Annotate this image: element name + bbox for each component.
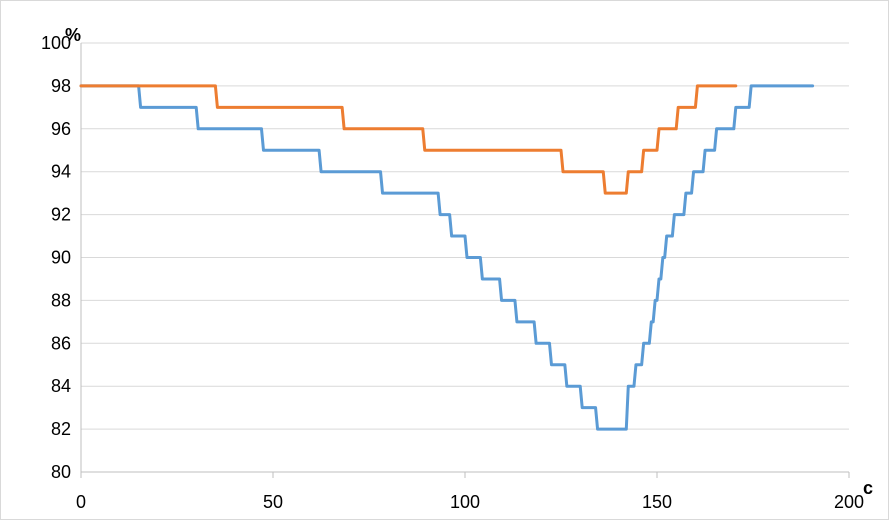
x-tick-label: 200 (834, 492, 864, 512)
tick-labels: 80 82 84 86 88 90 92 94 96 98 100 0 50 100 150 200 (41, 33, 864, 512)
y-tick-label: 94 (51, 162, 71, 182)
y-tick-label: 92 (51, 205, 71, 225)
y-tick-label: 86 (51, 333, 71, 353)
x-tick-label: 50 (263, 492, 283, 512)
x-tick-label: 150 (642, 492, 672, 512)
series-line-2 (79, 84, 738, 195)
y-axis-unit-label: % (65, 25, 81, 45)
x-tick-label: 0 (76, 492, 86, 512)
y-tick-label: 88 (51, 290, 71, 310)
y-tick-label: 90 (51, 248, 71, 268)
axes (80, 43, 850, 478)
y-tick-label: 80 (51, 462, 71, 482)
y-tick-label: 96 (51, 119, 71, 139)
x-axis-unit-label: c (863, 478, 873, 498)
series-line-1 (79, 84, 815, 431)
y-tick-label: 100 (41, 33, 71, 53)
y-tick-label: 98 (51, 76, 71, 96)
gridlines (81, 42, 849, 430)
y-tick-label: 84 (51, 376, 71, 396)
y-tick-label: 82 (51, 419, 71, 439)
x-tick-label: 100 (450, 492, 480, 512)
series-layer (79, 84, 815, 431)
